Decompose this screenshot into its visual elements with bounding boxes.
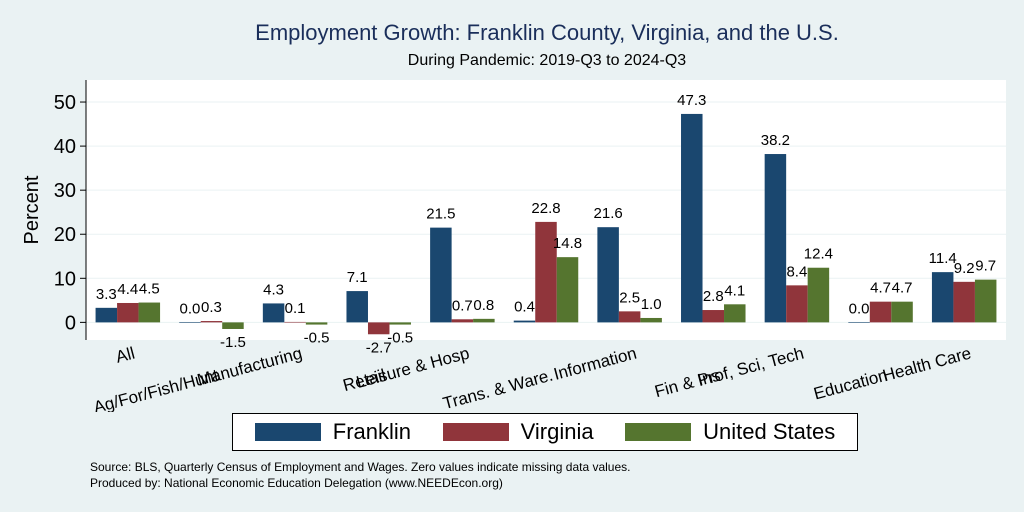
bar (305, 322, 328, 325)
data-label: 38.2 (761, 132, 790, 149)
y-tick-label: 30 (54, 180, 76, 202)
bar (556, 257, 579, 323)
data-label: 7.1 (347, 269, 368, 286)
data-label: 4.7 (870, 280, 891, 297)
bar (891, 301, 913, 323)
legend-item-united-states: United States (625, 419, 835, 445)
data-label: 0.0 (849, 300, 870, 317)
source-note: Source: BLS, Quarterly Census of Employm… (90, 460, 631, 474)
bar (681, 113, 703, 323)
x-tick-label: Education (812, 366, 890, 404)
legend-item-virginia: Virginia (442, 419, 594, 445)
bar (513, 320, 536, 323)
data-label: 4.4 (117, 281, 138, 298)
x-tick-label: Information (552, 344, 639, 384)
data-label: 0.1 (285, 300, 306, 317)
data-label: -0.5 (304, 330, 330, 347)
data-label: 4.7 (892, 280, 913, 297)
data-label: 47.3 (677, 92, 706, 109)
bar (222, 322, 244, 329)
bar (179, 322, 201, 323)
data-label: 9.7 (975, 258, 996, 275)
bar (618, 311, 641, 323)
y-tick-label: 40 (54, 136, 76, 158)
data-label: -0.5 (387, 330, 413, 347)
data-label: 0.7 (452, 297, 473, 314)
x-tick-label: Trans. & Ware. (441, 366, 555, 412)
bar (473, 318, 495, 323)
y-axis-label: Percent (21, 175, 43, 244)
bar (138, 302, 161, 323)
data-label: -1.5 (220, 334, 246, 351)
data-label: 11.4 (929, 250, 957, 267)
bar (367, 322, 390, 335)
chart-title: Employment Growth: Franklin County, Virg… (255, 20, 839, 45)
bar-chart: 0 10 20 30 40 50 Percent 3.3 0.0 4.3 7.1 21.5 0.4 21.… (21, 80, 1006, 412)
legend-label-virginia: Virginia (520, 419, 594, 444)
legend-label-franklin: Franklin (332, 419, 412, 444)
bar (764, 154, 787, 323)
bar (200, 321, 223, 323)
bar (346, 291, 368, 323)
legend: Franklin Virginia United States (232, 413, 858, 451)
chart-subtitle: During Pandemic: 2019-Q3 to 2024-Q3 (407, 52, 687, 69)
bar (430, 227, 452, 323)
y-tick-label: 50 (54, 92, 76, 114)
bar (117, 302, 139, 323)
x-tick-label: Manufacturing (195, 344, 304, 390)
data-label: 12.4 (804, 246, 833, 263)
bar (262, 303, 285, 323)
data-label: 4.1 (724, 282, 745, 299)
bar (640, 317, 662, 323)
x-tick-label: Health Care (881, 344, 974, 386)
bar (786, 285, 808, 323)
data-label: 14.8 (553, 235, 582, 252)
bar (807, 267, 830, 323)
x-tick-label: Prof, Sci, Tech (695, 344, 805, 391)
data-label: -2.7 (366, 339, 392, 356)
bar (869, 301, 892, 323)
bar (284, 321, 306, 323)
y-tick-label: 20 (54, 224, 76, 246)
data-label: 21.5 (426, 206, 455, 223)
data-label: 0.0 (180, 300, 201, 317)
data-label: 0.8 (473, 297, 494, 314)
y-tick-label: 0 (65, 312, 76, 334)
data-label: 4.5 (139, 281, 160, 298)
legend-swatch-franklin (254, 423, 321, 441)
bar (931, 272, 954, 323)
data-label: 4.3 (263, 281, 284, 298)
bar (389, 322, 411, 325)
data-label: 2.8 (703, 288, 724, 305)
data-label: 8.4 (786, 263, 807, 280)
data-label: 3.3 (96, 286, 117, 303)
data-label: 0.4 (514, 299, 535, 316)
legend-item-franklin: Franklin (254, 419, 412, 445)
data-label: 0.3 (201, 299, 222, 316)
produced-by-note: Produced by: National Economic Education… (90, 476, 503, 490)
bar (597, 227, 619, 323)
legend-swatch-united-states (625, 423, 692, 441)
x-tick-label: All (114, 344, 137, 367)
bar (95, 307, 118, 323)
data-label: 1.0 (641, 296, 662, 313)
bar (974, 279, 997, 323)
data-label: 2.5 (619, 289, 640, 306)
bar (535, 221, 557, 323)
data-label: 9.2 (954, 260, 975, 277)
bar (702, 310, 725, 323)
legend-label-united-states: United States (703, 419, 836, 444)
bar (451, 319, 474, 323)
legend-swatch-virginia (442, 423, 509, 441)
bar (724, 304, 746, 323)
data-label: 21.6 (594, 205, 623, 222)
data-label: 22.8 (531, 200, 560, 217)
bar (953, 281, 975, 323)
bar (848, 322, 870, 323)
y-tick-label: 10 (54, 268, 76, 290)
